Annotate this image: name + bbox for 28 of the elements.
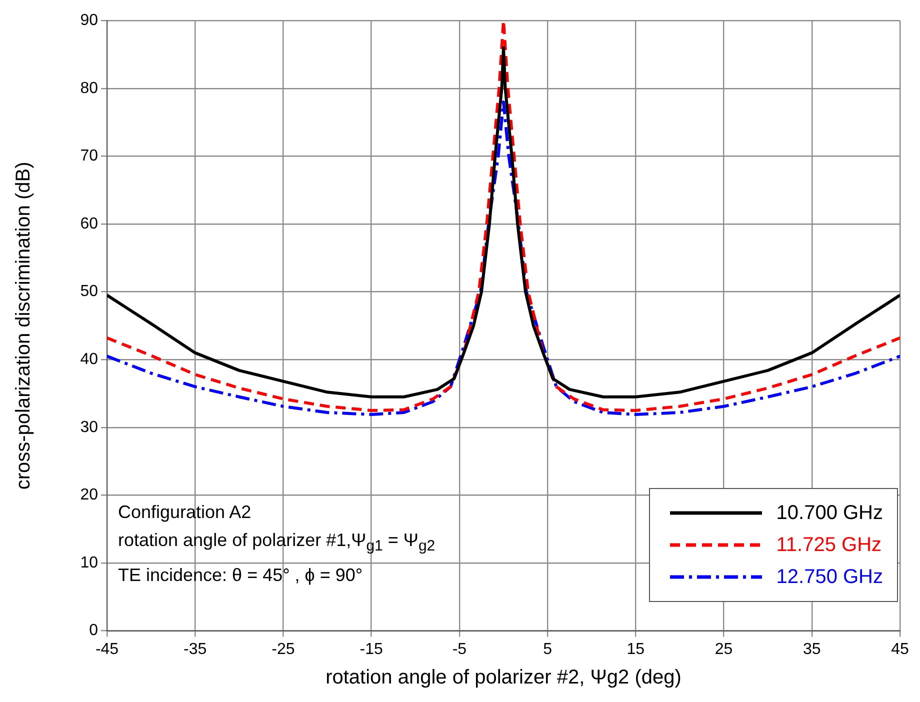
y-tick-label: 10 — [80, 554, 98, 572]
annotation: TE incidence: θ = 45° , ϕ = 90° — [118, 564, 364, 587]
x-tick-label: -5 — [452, 640, 467, 658]
legend-label: 12.750 GHz — [776, 566, 883, 588]
legend-label: 10.700 GHz — [776, 502, 883, 524]
annotation: rotation angle of polarizer #1,Ψ$_{g1}$ = Ψ$_{g2}$ — [118, 529, 436, 557]
x-tick-label: -25 — [272, 640, 295, 658]
x-tick-label: -35 — [184, 640, 207, 658]
x-tick-label: 25 — [714, 640, 733, 658]
y-axis-title: cross-polarization discrimination (dB) — [12, 162, 35, 490]
x-tick-label: -15 — [360, 640, 383, 658]
y-tick-label: 0 — [89, 622, 98, 640]
y-tick-label: 80 — [80, 80, 98, 97]
x-tick-label: 15 — [626, 640, 645, 658]
y-tick-label: 90 — [80, 12, 98, 30]
y-tick-label: 60 — [80, 215, 98, 232]
y-tick-label: 20 — [80, 486, 98, 504]
x-axis-title: rotation angle of polarizer #2, Ψg2 (deg) — [326, 666, 682, 689]
x-tick-label: 45 — [891, 640, 909, 658]
annotation: Configuration A2 — [118, 501, 252, 524]
y-tick-label: 70 — [80, 148, 98, 165]
x-tick-label: 35 — [802, 640, 821, 658]
y-tick-label: 30 — [80, 418, 98, 436]
legend-label: 11.725 GHz — [776, 534, 882, 556]
x-tick-label: -45 — [95, 640, 119, 658]
y-tick-label: 50 — [80, 283, 98, 300]
x-tick-label: 5 — [543, 640, 552, 658]
y-tick-label: 40 — [80, 351, 98, 368]
